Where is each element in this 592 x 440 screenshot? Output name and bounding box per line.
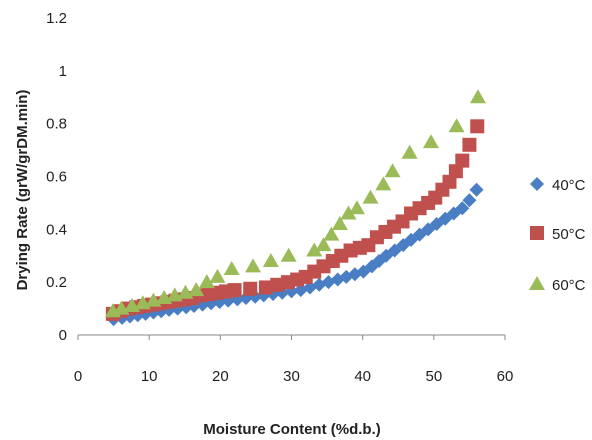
data-point	[462, 193, 477, 208]
data-point	[469, 89, 486, 104]
data-point	[470, 119, 485, 134]
data-point	[448, 164, 463, 179]
y-tick-label: 0.4	[46, 221, 67, 238]
y-tick-label: 1.2	[46, 10, 67, 27]
legend-marker-diamond	[530, 177, 544, 191]
data-point	[227, 283, 242, 298]
data-point	[448, 118, 465, 133]
data-point	[262, 253, 279, 268]
y-tick-label: 0.6	[46, 169, 67, 186]
legend-marker-triangle	[529, 276, 545, 290]
data-point	[245, 258, 262, 273]
series-triangle	[104, 89, 486, 318]
data-point	[462, 137, 477, 152]
data-point	[375, 176, 392, 191]
x-axis-title: Moisture Content (%d.b.)	[203, 421, 380, 438]
x-tick-label: 40	[354, 368, 371, 385]
data-point	[372, 254, 387, 269]
y-tick-label: 1	[59, 63, 67, 80]
data-point	[340, 205, 357, 220]
data-point	[306, 242, 323, 257]
data-point	[442, 174, 457, 189]
data-point	[188, 282, 205, 297]
legend: 40°C 50°C 60°C	[529, 177, 586, 294]
data-point	[401, 144, 418, 159]
data-point	[270, 277, 285, 292]
y-axis-title: Drying Rate (grW/grDM.min)	[14, 90, 31, 291]
data-point	[243, 281, 258, 296]
x-tick-label: 50	[425, 368, 442, 385]
y-tick-label: 0	[59, 327, 67, 344]
legend-label: 40°C	[552, 177, 586, 194]
data-point	[280, 247, 297, 262]
y-tick-label: 0.2	[46, 274, 67, 291]
data-point	[258, 280, 273, 295]
x-tick-label: 0	[74, 368, 82, 385]
data-point	[348, 200, 365, 215]
legend-label: 60°C	[552, 277, 586, 294]
data-point	[198, 274, 215, 289]
data-point	[422, 134, 439, 149]
legend-marker-square	[530, 226, 544, 240]
data-point	[469, 182, 484, 197]
data-point	[323, 226, 340, 241]
data-point	[455, 201, 470, 216]
legend-label: 50°C	[552, 226, 586, 243]
data-point	[331, 216, 348, 231]
plot-area: 0 10 20 30 40 50 60 0 0.2 0.4 0.6 0.8 1 1.2	[46, 10, 513, 385]
data-point	[223, 260, 240, 275]
data-point	[315, 237, 332, 252]
data-point	[384, 163, 401, 178]
data-point	[455, 153, 470, 168]
data-point	[209, 268, 226, 283]
data-series-layer	[104, 89, 486, 327]
data-point	[362, 189, 379, 204]
x-tick-label: 20	[212, 368, 229, 385]
x-tick-label: 30	[283, 368, 300, 385]
x-tick-label: 60	[497, 368, 514, 385]
y-tick-label: 0.8	[46, 116, 67, 133]
x-tick-label: 10	[141, 368, 158, 385]
